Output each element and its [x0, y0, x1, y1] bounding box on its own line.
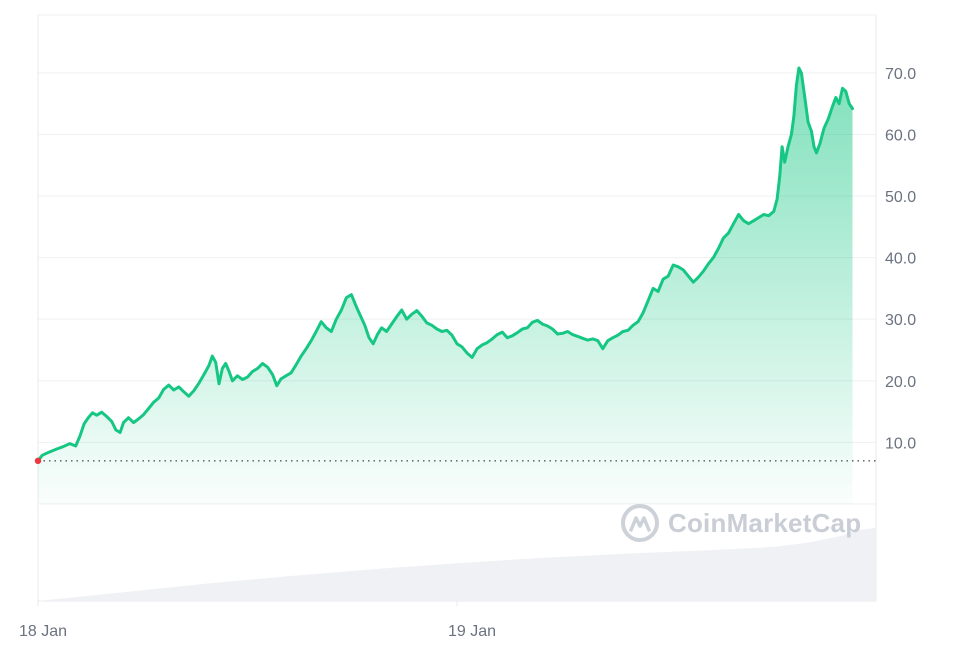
coinmarketcap-logo-icon — [621, 504, 659, 542]
y-tick-label: 70.0 — [885, 66, 916, 83]
x-tick-label: 19 Jan — [448, 623, 496, 640]
watermark: CoinMarketCap — [621, 504, 861, 542]
price-area — [38, 68, 853, 504]
x-axis-ticks: 18 Jan 19 Jan — [19, 601, 496, 640]
watermark-text: CoinMarketCap — [668, 508, 861, 538]
y-tick-label: 10.0 — [885, 435, 916, 452]
price-line — [36, 66, 854, 463]
volume-area-shape — [38, 527, 876, 601]
y-axis-ticks: 10.0 20.0 30.0 40.0 50.0 60.0 70.0 — [885, 66, 916, 452]
volume-area — [38, 527, 876, 601]
y-tick-label: 30.0 — [885, 312, 916, 329]
y-tick-label: 60.0 — [885, 127, 916, 144]
y-tick-label: 50.0 — [885, 189, 916, 206]
y-tick-label: 20.0 — [885, 374, 916, 391]
start-marker — [34, 457, 42, 465]
price-area-shape — [38, 68, 853, 504]
price-line-path — [36, 66, 854, 463]
start-point-marker — [34, 457, 42, 465]
y-tick-label: 40.0 — [885, 251, 916, 268]
x-tick-label: 18 Jan — [19, 623, 67, 640]
